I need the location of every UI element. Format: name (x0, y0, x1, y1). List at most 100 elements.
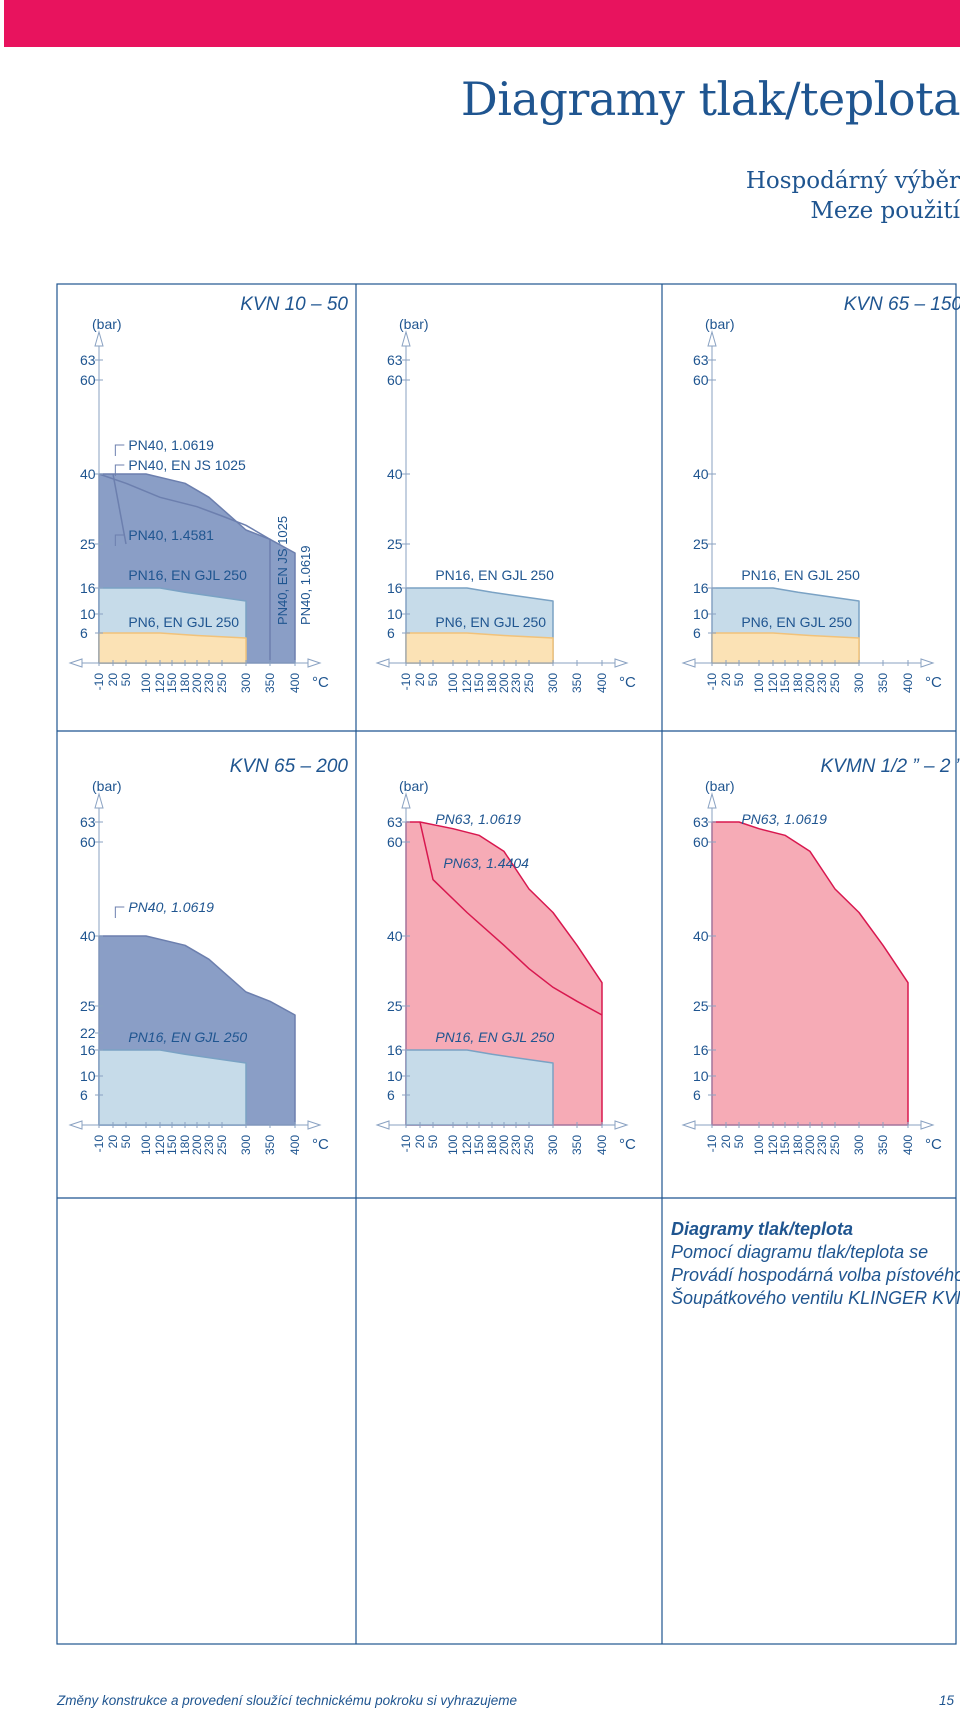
series-label: PN6, EN GJL 250 (435, 614, 546, 630)
x-axis-arrow-right (920, 658, 935, 668)
x-axis-label: °C (925, 674, 942, 691)
y-axis-arrow (401, 330, 411, 347)
x-tick-label: 400 (288, 1135, 302, 1155)
page-subtitle: Hospodárný výběr Meze použití (746, 166, 960, 226)
x-tick-label: 230 (202, 1135, 216, 1155)
x-tick-label: 100 (139, 673, 153, 693)
x-tick-label: 200 (497, 673, 511, 693)
y-tick-label: 63 (387, 352, 403, 368)
y-tick-label: 6 (80, 625, 88, 641)
y-tick-label: 22 (80, 1025, 96, 1041)
x-tick-label: 250 (522, 673, 536, 693)
page-title: Diagramy tlak/teplota (460, 72, 960, 126)
x-tick-label: 120 (153, 673, 167, 693)
y-tick-label: 40 (693, 928, 709, 944)
y-tick-label: 40 (387, 928, 403, 944)
series-label: PN63, 1.4404 (443, 855, 529, 871)
x-axis-label: °C (312, 1136, 329, 1153)
description-title: Diagramy tlak/teplota (671, 1219, 854, 1239)
x-tick-label: 120 (460, 673, 474, 693)
x-tick-label: 400 (901, 1135, 915, 1155)
x-tick-label: 350 (876, 1135, 890, 1155)
y-tick-label: 63 (80, 352, 96, 368)
x-tick-label: 50 (732, 673, 746, 687)
x-tick-label: 250 (215, 1135, 229, 1155)
y-tick-label: 16 (387, 1042, 403, 1058)
y-axis-label: (bar) (92, 778, 122, 794)
y-tick-label: 25 (693, 998, 709, 1014)
subtitle-line-2: Meze použití (810, 198, 960, 224)
series-area (405, 632, 554, 664)
x-tick-label: 50 (732, 1135, 746, 1149)
x-tick-label: 180 (178, 673, 192, 693)
x-tick-label: 50 (426, 1135, 440, 1149)
x-tick-label: 120 (766, 1135, 780, 1155)
grid-outer-border (56, 283, 957, 1645)
x-axis-label: °C (619, 1136, 636, 1153)
description-block: Diagramy tlak/teplota Pomocí diagramu tl… (671, 1218, 960, 1310)
x-tick-label: 20 (106, 1135, 120, 1149)
series-label: PN6, EN GJL 250 (741, 614, 852, 630)
series-area (711, 632, 860, 664)
y-tick-label: 60 (387, 372, 403, 388)
y-tick-label: 16 (693, 1042, 709, 1058)
x-tick-label: 20 (719, 673, 733, 687)
series-label: PN63, 1.0619 (741, 811, 827, 827)
y-tick-label: 16 (80, 580, 96, 596)
label-leader (114, 906, 125, 918)
y-tick-label: 60 (387, 834, 403, 850)
series-area (405, 1049, 554, 1126)
x-tick-label: 200 (803, 673, 817, 693)
x-tick-label: 230 (815, 673, 829, 693)
y-tick-label: 60 (693, 834, 709, 850)
x-tick-label: 100 (446, 1135, 460, 1155)
y-tick-label: 25 (387, 998, 403, 1014)
y-axis-label: (bar) (399, 316, 429, 332)
x-tick-label: 100 (139, 1135, 153, 1155)
top-accent-bar (4, 0, 960, 47)
x-tick-label: 350 (570, 673, 584, 693)
grid-frame (56, 283, 957, 1645)
x-tick-label: 200 (803, 1135, 817, 1155)
x-axis-label: °C (619, 674, 636, 691)
label-leader (114, 444, 125, 456)
x-axis-label: °C (312, 674, 329, 691)
x-tick-label: 400 (595, 673, 609, 693)
chart-title: KVMN 1/2 ” – 2 ” (821, 756, 960, 777)
x-tick-label: -10 (92, 673, 106, 691)
x-tick-label: 180 (485, 1135, 499, 1155)
series-label: PN40, EN JS 1025 (128, 457, 246, 473)
y-tick-label: 10 (693, 1068, 709, 1084)
y-tick-label: 10 (80, 1068, 96, 1084)
x-axis-arrow-left (375, 1120, 390, 1130)
x-tick-label: 350 (570, 1135, 584, 1155)
x-tick-label: 300 (852, 673, 866, 693)
x-axis-arrow-right (920, 1120, 935, 1130)
x-tick-label: 50 (426, 673, 440, 687)
label-leader (114, 464, 125, 476)
x-tick-label: 230 (202, 673, 216, 693)
chart-title: KVN 65 – 200 (230, 756, 349, 777)
y-tick-label: 63 (387, 814, 403, 830)
series-line (98, 473, 271, 663)
y-tick-label: 10 (387, 606, 403, 622)
x-tick-label: 150 (472, 1135, 486, 1155)
x-tick-label: 350 (876, 673, 890, 693)
x-tick-label: 20 (413, 1135, 427, 1149)
x-tick-label: 180 (791, 673, 805, 693)
series-label: PN16, EN GJL 250 (435, 1029, 554, 1045)
y-tick-label: 25 (693, 536, 709, 552)
y-tick-label: 63 (693, 814, 709, 830)
x-axis-arrow-left (681, 658, 696, 668)
description-line-2: Provádí hospodárná volba pístového (671, 1265, 960, 1285)
x-tick-label: 20 (719, 1135, 733, 1149)
y-axis-arrow (707, 330, 717, 347)
y-tick-label: 6 (387, 1087, 395, 1103)
x-tick-label: 300 (239, 1135, 253, 1155)
x-tick-label: 20 (413, 673, 427, 687)
x-tick-label: 400 (595, 1135, 609, 1155)
x-tick-label: 180 (178, 1135, 192, 1155)
